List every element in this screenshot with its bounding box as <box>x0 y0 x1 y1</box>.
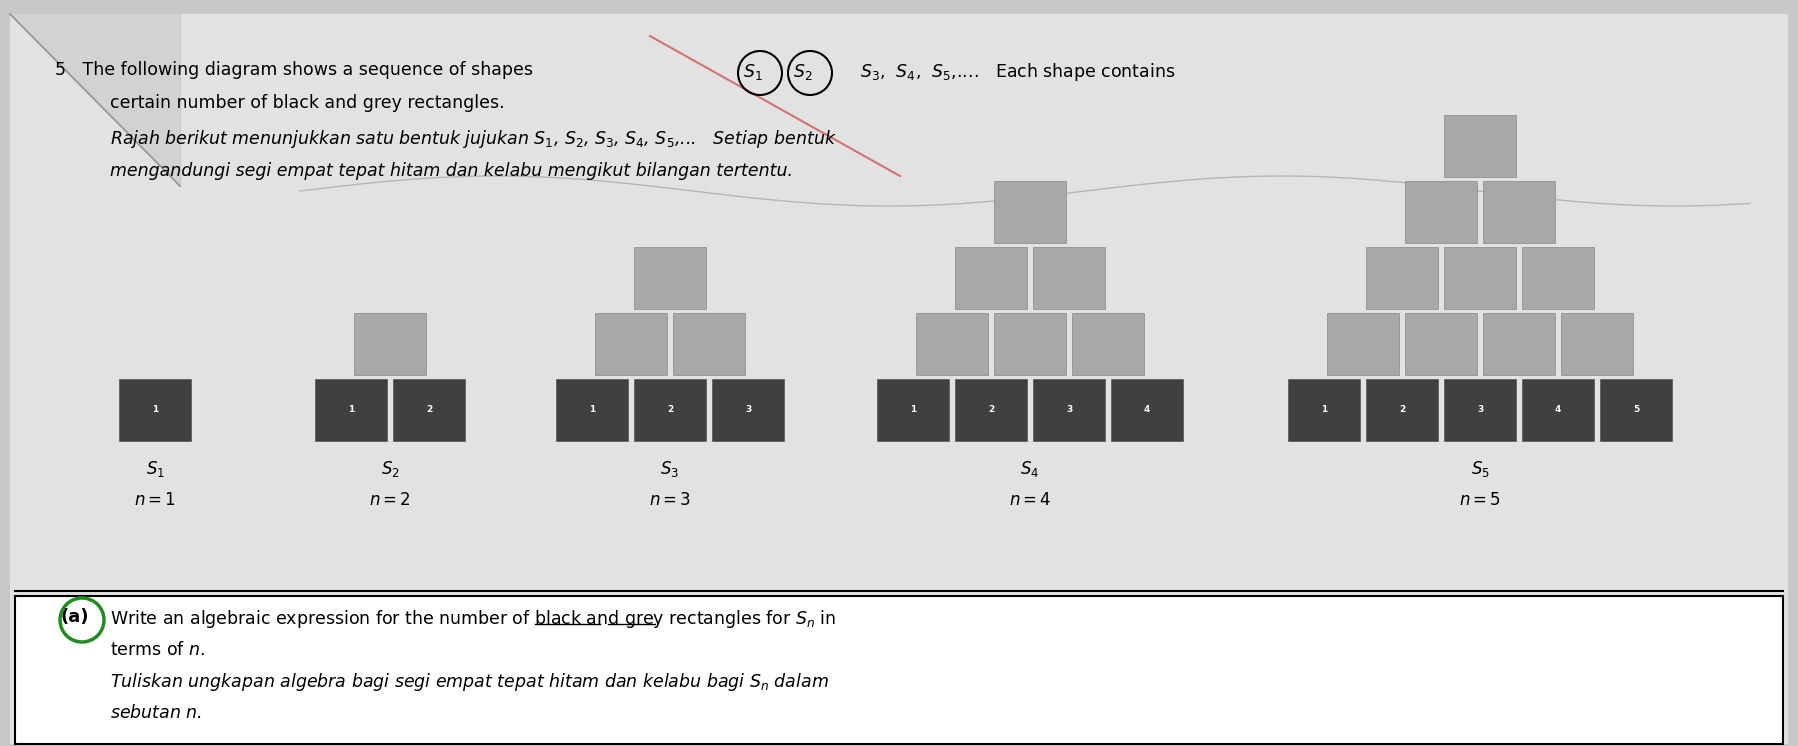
Text: 2: 2 <box>1399 406 1404 415</box>
Bar <box>955 247 1027 309</box>
Bar <box>119 379 191 441</box>
Bar <box>877 379 949 441</box>
Bar <box>1600 379 1672 441</box>
Bar <box>1521 247 1595 309</box>
Bar <box>1111 379 1183 441</box>
Text: $n=1$: $n=1$ <box>135 491 176 509</box>
Text: $S_1$: $S_1$ <box>743 62 762 82</box>
Text: 2: 2 <box>667 406 672 415</box>
Bar <box>1366 379 1438 441</box>
Bar <box>994 313 1066 375</box>
Text: 5   The following diagram shows a sequence of shapes: 5 The following diagram shows a sequence… <box>56 61 532 79</box>
Text: 5: 5 <box>1633 406 1640 415</box>
Bar <box>672 313 744 375</box>
Bar <box>14 596 1784 744</box>
Text: Tuliskan ungkapan algebra bagi segi empat tepat hitam dan kelabu bagi $S_n$ dala: Tuliskan ungkapan algebra bagi segi empa… <box>110 671 829 693</box>
Text: certain number of black and grey rectangles.: certain number of black and grey rectang… <box>110 94 505 112</box>
Text: $n=3$: $n=3$ <box>649 491 690 509</box>
Bar <box>955 379 1027 441</box>
Bar <box>1444 247 1516 309</box>
Bar <box>1561 313 1633 375</box>
Text: mengandungi segi empat tepat hitam dan kelabu mengikut bilangan tertentu.: mengandungi segi empat tepat hitam dan k… <box>110 162 793 180</box>
Text: 3: 3 <box>1476 406 1483 415</box>
Bar <box>635 379 707 441</box>
Bar <box>1034 247 1106 309</box>
Bar <box>315 379 387 441</box>
Text: $n=2$: $n=2$ <box>369 491 412 509</box>
Bar <box>354 313 426 375</box>
Bar <box>994 181 1066 243</box>
Text: Rajah berikut menunjukkan satu bentuk jujukan $S_1$, $S_2$, $S_3$, $S_4$, $S_5$,: Rajah berikut menunjukkan satu bentuk ju… <box>110 128 836 150</box>
Text: $S_4$: $S_4$ <box>1021 459 1039 479</box>
Text: Write an algebraic expression for the number of black and grey rectangles for $S: Write an algebraic expression for the nu… <box>110 608 836 630</box>
Text: $n=4$: $n=4$ <box>1009 491 1052 509</box>
Text: $S_2$: $S_2$ <box>381 459 399 479</box>
Text: 2: 2 <box>426 406 432 415</box>
Bar <box>1404 181 1476 243</box>
Bar <box>1404 313 1476 375</box>
Text: $n=5$: $n=5$ <box>1458 491 1501 509</box>
Bar <box>635 247 707 309</box>
Text: 4: 4 <box>1555 406 1561 415</box>
Bar <box>595 313 667 375</box>
Bar <box>1072 313 1144 375</box>
Text: 1: 1 <box>151 406 158 415</box>
Bar <box>556 379 628 441</box>
Text: 1: 1 <box>347 406 354 415</box>
FancyBboxPatch shape <box>11 14 1787 744</box>
Text: $S_5$: $S_5$ <box>1471 459 1489 479</box>
Text: 3: 3 <box>744 406 752 415</box>
Text: $S_1$: $S_1$ <box>146 459 164 479</box>
Text: 1: 1 <box>590 406 595 415</box>
Bar <box>1327 313 1399 375</box>
Bar <box>1521 379 1595 441</box>
Bar <box>1034 379 1106 441</box>
Text: sebutan $n$.: sebutan $n$. <box>110 704 201 722</box>
Polygon shape <box>11 14 180 186</box>
Text: 2: 2 <box>987 406 994 415</box>
Text: $S_2$: $S_2$ <box>793 62 813 82</box>
Text: $S_3$: $S_3$ <box>660 459 680 479</box>
Bar <box>1444 379 1516 441</box>
Bar <box>1483 181 1555 243</box>
Bar <box>1483 313 1555 375</box>
Text: (a): (a) <box>59 608 88 626</box>
Bar <box>1287 379 1359 441</box>
Text: 3: 3 <box>1066 406 1072 415</box>
Bar <box>394 379 466 441</box>
Bar <box>1444 115 1516 177</box>
Bar <box>712 379 784 441</box>
Bar <box>915 313 987 375</box>
Text: terms of $n$.: terms of $n$. <box>110 641 205 659</box>
Text: 4: 4 <box>1144 406 1151 415</box>
Text: 1: 1 <box>1322 406 1327 415</box>
Text: 1: 1 <box>910 406 917 415</box>
Text: $S_3$,  $S_4$,  $S_5$,....   Each shape contains: $S_3$, $S_4$, $S_5$,.... Each shape cont… <box>859 61 1176 83</box>
Bar <box>1366 247 1438 309</box>
